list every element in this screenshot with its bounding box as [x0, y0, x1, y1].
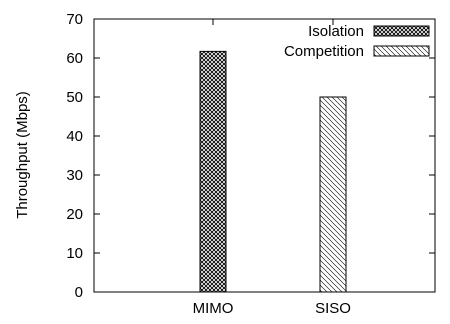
y-tick-label: 40 [66, 128, 83, 145]
bar-competition-siso [319, 96, 347, 293]
y-axis: 0 10 20 30 40 50 60 70 [66, 11, 435, 301]
x-tick-label: SISO [315, 300, 351, 317]
y-tick-label: 30 [66, 167, 83, 184]
y-tick-label: 20 [66, 206, 83, 223]
bars [199, 50, 347, 293]
x-axis: MIMO SISO [193, 19, 351, 317]
y-tick-label: 60 [66, 50, 83, 67]
legend-swatch [373, 25, 430, 37]
legend: Isolation Competition [284, 23, 430, 60]
y-tick-label: 0 [75, 284, 83, 301]
legend-label: Competition [284, 43, 364, 60]
legend-label: Isolation [308, 23, 364, 40]
bar-isolation-mimo [199, 50, 227, 293]
y-tick-label: 10 [66, 245, 83, 262]
x-tick-label: MIMO [193, 300, 234, 317]
y-axis-label: Throughput (Mbps) [14, 91, 31, 219]
y-tick-label: 70 [66, 11, 83, 28]
y-tick-label: 50 [66, 89, 83, 106]
plot-area-frame [93, 18, 436, 293]
legend-swatch [373, 45, 430, 57]
